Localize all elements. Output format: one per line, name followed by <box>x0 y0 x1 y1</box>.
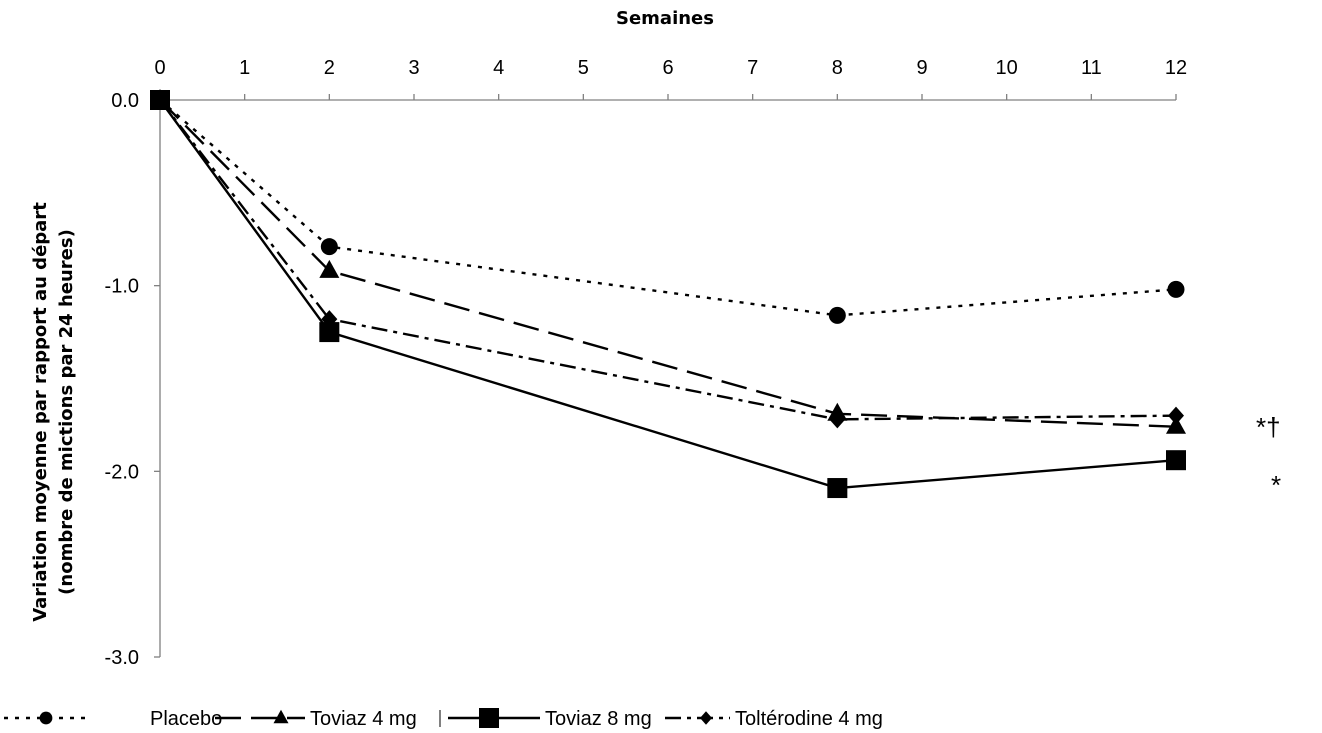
data-point-triangle <box>319 259 340 278</box>
x-tick-label: 4 <box>493 57 504 79</box>
data-point-circle <box>320 238 338 256</box>
legend-marker-diamond <box>700 711 712 725</box>
x-tick-label: 3 <box>408 57 419 79</box>
legend-marker-circle <box>39 711 53 725</box>
x-tick-label: 1 <box>239 57 250 79</box>
legend-item: Toviaz 8 mg <box>448 708 652 730</box>
data-point-triangle <box>1166 415 1186 434</box>
x-axis-title: Semaines <box>616 8 714 29</box>
x-tick-label: 6 <box>662 57 673 79</box>
y-tick-label: -2.0 <box>105 461 139 483</box>
annotation-star-dagger: *† <box>1256 412 1281 442</box>
legend-item: Toviaz 4 mg <box>215 708 417 730</box>
legend-label: Toviaz 4 mg <box>310 708 417 730</box>
x-tick-label: 10 <box>996 57 1018 79</box>
data-point-circle <box>828 306 846 324</box>
series-line-4 <box>159 99 1177 421</box>
data-point-diamond <box>152 91 168 109</box>
y-tick-label: -3.0 <box>105 647 139 669</box>
annotation-star: * <box>1271 470 1281 500</box>
series-line-3 <box>159 99 1177 490</box>
legend-label: Toltérodine 4 mg <box>735 708 883 730</box>
legend: Placebo Toviaz 4 mg Toviaz 8 mg Toltérodine… <box>4 708 883 730</box>
x-tick-label: 5 <box>578 57 589 79</box>
y-axis: 0.0 -1.0 -2.0 -3.0 <box>105 90 161 669</box>
y-tick-label: 0.0 <box>111 90 139 112</box>
series-markers <box>150 89 1186 499</box>
data-point-diamond <box>321 310 338 329</box>
data-point-diamond <box>829 410 846 429</box>
x-tick-label: 12 <box>1165 57 1187 79</box>
x-tick-label: 2 <box>324 57 335 79</box>
legend-marker-square <box>479 708 499 728</box>
x-tick-label: 9 <box>916 57 927 79</box>
data-point-square <box>827 478 848 499</box>
data-point-diamond <box>1168 406 1184 425</box>
y-axis-title-line1: Variation moyenne par rapport au départ <box>30 202 51 622</box>
legend-item: Placebo <box>4 708 222 730</box>
data-point-circle <box>1167 280 1185 298</box>
y-axis-title-line2: (nombre de mictions par 24 heures) <box>56 229 77 595</box>
legend-label: Toviaz 8 mg <box>545 708 652 730</box>
data-point-square <box>319 322 340 343</box>
series-line-1 <box>159 99 1177 317</box>
x-tick-label: 11 <box>1081 57 1102 79</box>
y-tick-label: -1.0 <box>105 276 139 298</box>
legend-marker-triangle <box>273 709 289 724</box>
x-tick-label: 7 <box>747 57 758 79</box>
x-axis: 0 1 2 3 4 5 6 7 8 9 10 11 12 <box>154 57 1187 101</box>
legend-item: Toltérodine 4 mg <box>665 708 883 730</box>
x-tick-label: 0 <box>154 57 165 79</box>
x-tick-label: 8 <box>832 57 843 79</box>
data-point-square <box>1166 450 1186 471</box>
series-lines <box>159 99 1177 490</box>
legend-label: Placebo <box>150 708 222 730</box>
series-line-2 <box>159 99 1177 428</box>
